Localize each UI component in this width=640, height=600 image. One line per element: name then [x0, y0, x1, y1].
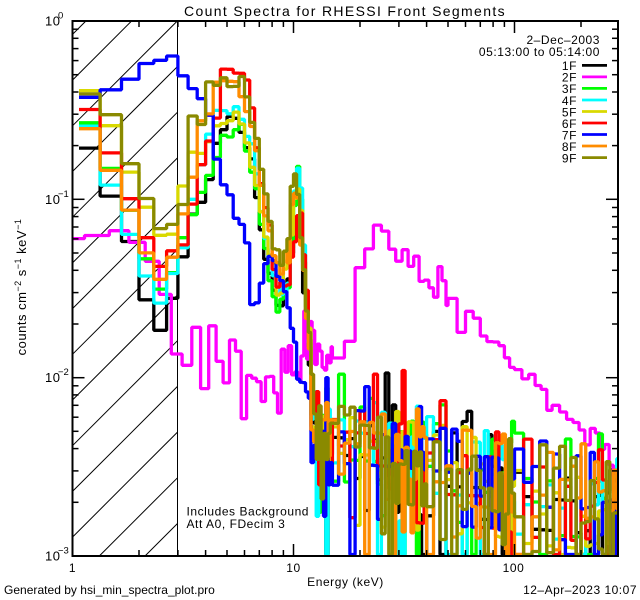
svg-text:6F: 6F [562, 117, 577, 131]
svg-text:05:13:00 to 05:14:00: 05:13:00 to 05:14:00 [479, 45, 600, 59]
svg-text:1F: 1F [562, 59, 577, 73]
svg-text:Count Spectra for RHESSI Front: Count Spectra for RHESSI Front Segments [184, 3, 506, 19]
svg-text:4F: 4F [562, 94, 577, 108]
svg-text:Energy (keV): Energy (keV) [307, 575, 384, 589]
svg-text:−3: −3 [58, 546, 69, 557]
svg-text:10: 10 [45, 192, 60, 207]
svg-text:Att A0, FDecim 3: Att A0, FDecim 3 [187, 517, 286, 531]
svg-text:5F: 5F [562, 105, 577, 119]
svg-text:100: 100 [503, 561, 525, 575]
svg-text:8F: 8F [562, 140, 577, 154]
svg-text:2F: 2F [562, 71, 577, 85]
svg-text:0: 0 [58, 11, 63, 22]
svg-text:10: 10 [286, 561, 300, 575]
svg-text:2–Dec–2003: 2–Dec–2003 [526, 33, 600, 47]
svg-text:9F: 9F [562, 151, 577, 165]
svg-text:12–Apr–2023 10:07: 12–Apr–2023 10:07 [523, 583, 637, 597]
svg-text:−1: −1 [58, 189, 69, 200]
svg-text:−2: −2 [58, 367, 69, 378]
svg-text:10: 10 [45, 370, 60, 385]
svg-text:10: 10 [45, 14, 60, 29]
svg-text:1: 1 [69, 561, 76, 575]
svg-text:Includes Background: Includes Background [187, 505, 310, 519]
svg-text:7F: 7F [562, 128, 577, 142]
svg-text:Generated by hsi_min_spectra_p: Generated by hsi_min_spectra_plot.pro [4, 583, 215, 597]
svg-text:3F: 3F [562, 82, 577, 96]
svg-text:counts cm−2 s−1 keV−1: counts cm−2 s−1 keV−1 [13, 219, 29, 356]
svg-text:10: 10 [45, 549, 60, 564]
